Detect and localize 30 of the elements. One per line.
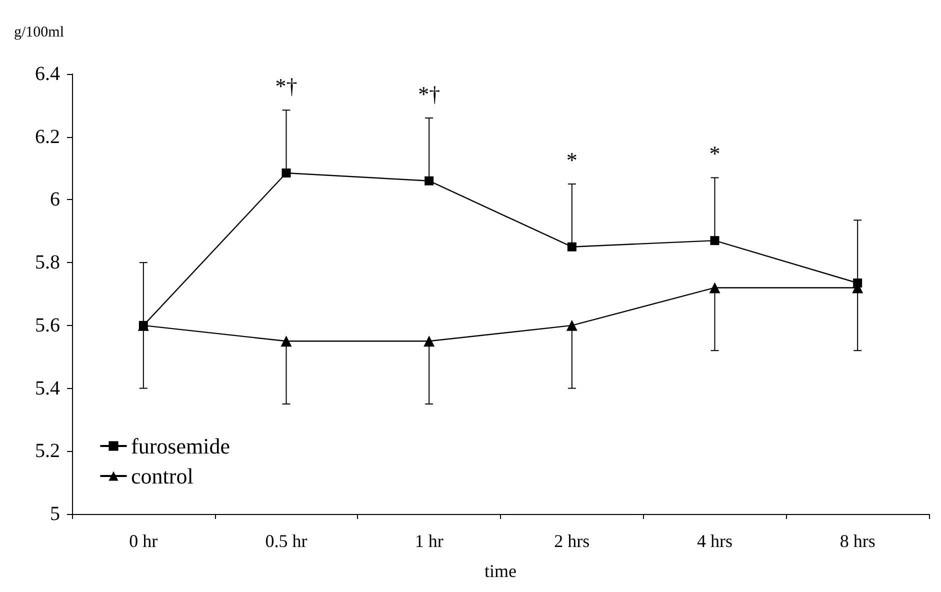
x-tick-label: 0 hr [129, 531, 158, 551]
point [424, 336, 435, 347]
y-tick-label: 5.4 [35, 377, 60, 400]
y-tick-label: 5.6 [35, 314, 60, 336]
x-axis-title: time [484, 561, 517, 581]
y-axis-title: g/100ml [14, 24, 64, 40]
annotation: *† [418, 82, 440, 106]
point [710, 236, 720, 246]
annotation: *† [275, 74, 298, 99]
point [709, 282, 720, 294]
x-tick-label: 4 hrs [697, 531, 732, 551]
point [566, 320, 578, 331]
legend-label: control [131, 464, 194, 488]
y-tick-label: 6.4 [35, 63, 60, 85]
y-tick-label: 5.8 [35, 252, 60, 274]
x-tick-label: 1 hr [414, 531, 444, 551]
y-tick-label: 5 [50, 503, 60, 525]
point [567, 242, 576, 252]
y-tick-label: 5.2 [35, 440, 60, 462]
x-tick-label: 2 hrs [554, 531, 590, 551]
x-tick-label: 8 hrs [840, 531, 876, 551]
point [424, 176, 434, 186]
legend-label: furosemide [131, 434, 230, 458]
x-tick-label: 0.5 hr [265, 531, 308, 551]
y-tick-label: 6 [50, 188, 60, 211]
y-tick-label: 6.2 [35, 126, 60, 148]
point [282, 168, 291, 178]
annotation: * [566, 148, 578, 172]
point [280, 336, 292, 347]
annotation: * [709, 141, 720, 166]
